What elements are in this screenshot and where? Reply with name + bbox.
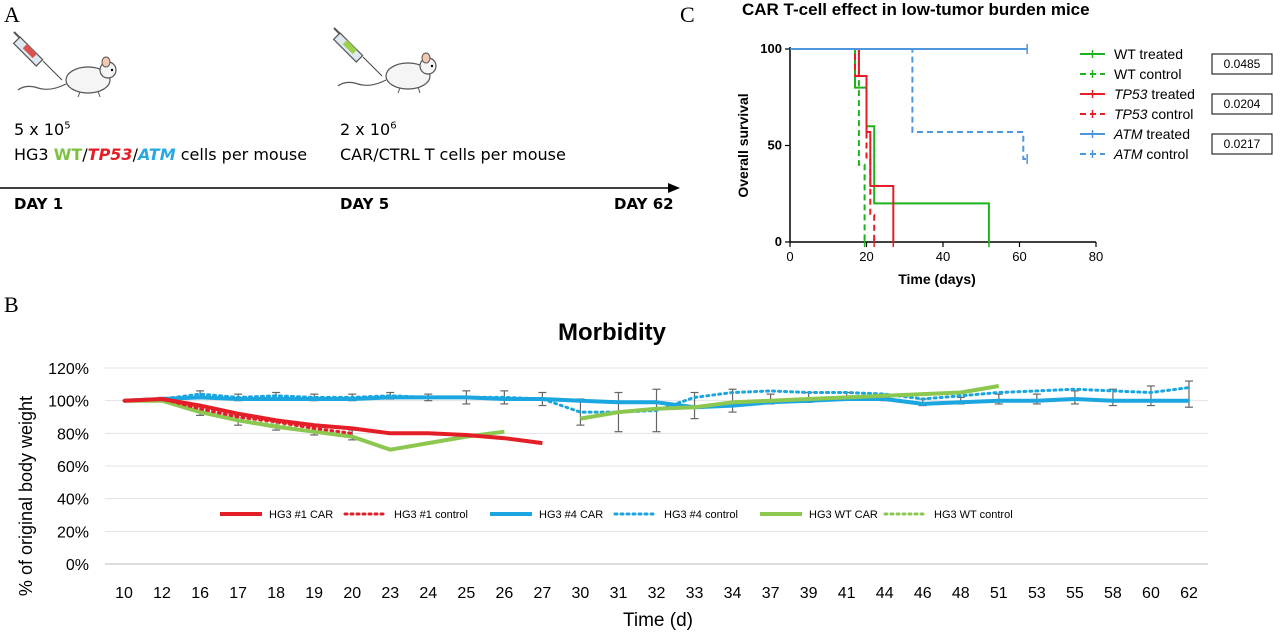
x-tick-label: 20	[859, 249, 873, 264]
x-axis-label: Time (days)	[898, 271, 976, 287]
x-tick-label: 10	[115, 585, 133, 602]
dose-1-amount: 5 x 105	[14, 120, 71, 139]
x-tick-label: 40	[936, 249, 950, 264]
legend-label-2: HG3 #4 CAR	[539, 509, 603, 521]
x-tick-label: 80	[1089, 249, 1103, 264]
morbidity-line-0	[123, 397, 543, 446]
survival-line-0	[790, 48, 990, 242]
x-tick-label: 30	[572, 585, 590, 602]
legend-label-0: WT treated	[1114, 46, 1183, 62]
mouse-icon	[17, 56, 117, 98]
x-tick-label: 33	[686, 585, 704, 602]
pvalue-box	[1211, 53, 1273, 75]
mouse-icon	[337, 52, 437, 94]
x-tick-label: 34	[724, 585, 742, 602]
syringe-icon	[332, 27, 383, 77]
x-tick-label: 31	[610, 585, 628, 602]
timeline-day-62: DAY 62	[614, 195, 674, 213]
x-tick-label: 0	[786, 249, 793, 264]
morbidity-line-2	[123, 395, 1189, 410]
y-tick-label: 0	[775, 234, 782, 249]
legend-label-5: ATM control	[1113, 146, 1188, 162]
mouse-injection-icon	[12, 31, 117, 98]
legend-label-5: HG3 WT control	[934, 509, 1013, 521]
x-tick-label: 39	[800, 585, 818, 602]
survival-line-1	[790, 48, 866, 242]
panel-a-label: A	[4, 2, 20, 27]
y-tick-label: 50	[768, 138, 782, 153]
x-tick-label: 41	[838, 585, 856, 602]
survival-line-5	[790, 48, 1028, 160]
x-tick-label: 58	[1104, 585, 1122, 602]
survival-line-3	[790, 48, 876, 242]
x-tick-label: 44	[876, 585, 894, 602]
timeline-day-5: DAY 5	[340, 195, 390, 213]
x-tick-label: 16	[191, 585, 209, 602]
pvalue-box	[1211, 133, 1273, 155]
morbidity-title: Morbidity	[558, 319, 667, 346]
mouse-injection-icon-2	[332, 27, 437, 94]
y-tick-label: 20%	[57, 524, 89, 541]
x-tick-label: 27	[533, 585, 551, 602]
x-tick-label: 53	[1028, 585, 1046, 602]
panel-b-label: B	[4, 292, 19, 317]
x-tick-label: 60	[1142, 585, 1160, 602]
x-tick-label: 32	[648, 585, 666, 602]
x-tick-label: 48	[952, 585, 970, 602]
morbidity-line-4	[124, 384, 1000, 452]
dose-1-description: HG3 WT/TP53/ATM cells per mouse	[14, 145, 308, 164]
x-tick-label: 55	[1066, 585, 1084, 602]
legend-label-0: HG3 #1 CAR	[269, 509, 333, 521]
x-tick-label: 46	[914, 585, 932, 602]
legend-label-4: HG3 WT CAR	[809, 509, 878, 521]
pvalue-text: 0.0217	[1224, 137, 1261, 151]
dose-2-amount: 2 x 106	[340, 120, 397, 139]
y-tick-label: 80%	[57, 426, 89, 443]
y-tick-label: 60%	[57, 459, 89, 476]
x-tick-label: 60	[1012, 249, 1026, 264]
y-tick-label: 120%	[48, 361, 89, 378]
y-tick-label: 100	[760, 41, 782, 56]
pvalue-box	[1211, 93, 1273, 115]
survival-line-2	[790, 48, 895, 242]
x-tick-label: 17	[229, 585, 247, 602]
timeline-day-1: DAY 1	[14, 195, 64, 213]
survival-chart: 0 20 40 60 80 0 50 100 Time (days) Overall surviv…	[735, 41, 1273, 287]
x-tick-label: 24	[419, 585, 437, 602]
x-tick-label: 51	[990, 585, 1008, 602]
x-tick-label: 20	[343, 585, 361, 602]
x-tick-label: 26	[495, 585, 513, 602]
morbidity-chart: Morbidity 0% 20% 40% 60% 80% 100% 120% 10 12 16 17 1…	[16, 319, 1208, 631]
y-tick-label: 100%	[48, 394, 89, 411]
legend-label-1: HG3 #1 control	[394, 509, 468, 521]
legend-label-1: WT control	[1114, 66, 1181, 82]
x-axis-label: Time (d)	[623, 610, 693, 631]
x-tick-label: 37	[762, 585, 780, 602]
panel-c-label: C	[680, 2, 695, 27]
pvalue-text: 0.0204	[1224, 97, 1261, 111]
pvalue-text: 0.0485	[1224, 57, 1261, 71]
legend-label-4: ATM treated	[1113, 126, 1190, 142]
x-tick-label: 18	[267, 585, 285, 602]
legend-label-3: TP53 control	[1114, 106, 1193, 122]
dose-2-description: CAR/CTRL T cells per mouse	[340, 145, 566, 164]
legend-label-3: HG3 #4 control	[664, 509, 738, 521]
y-tick-label: 40%	[57, 492, 89, 509]
y-tick-label: 0%	[66, 557, 89, 574]
y-axis-label: Overall survival	[735, 93, 751, 197]
legend-label-2: TP53 treated	[1114, 86, 1195, 102]
y-axis-label: % of original body weight	[16, 396, 36, 596]
syringe-icon	[12, 31, 63, 81]
x-tick-label: 23	[381, 585, 399, 602]
x-tick-label: 12	[153, 585, 171, 602]
x-tick-label: 19	[305, 585, 323, 602]
x-tick-label: 25	[457, 585, 475, 602]
timeline-arrow	[0, 183, 680, 193]
morbidity-line-1	[122, 397, 354, 435]
survival-chart-title: CAR T-cell effect in low-tumor burden mi…	[742, 0, 1090, 19]
x-tick-label: 62	[1180, 585, 1198, 602]
